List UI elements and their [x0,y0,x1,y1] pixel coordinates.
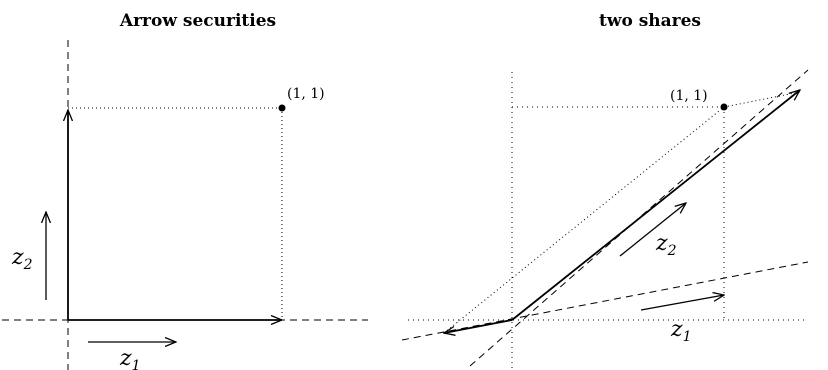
right-z1-arrow [640,295,724,311]
right-dotted-diagonal [443,106,725,334]
left-panel: Arrow securities (1, 1) z2 z1 [2,11,368,370]
right-z2-label: z2 [655,231,677,259]
right-z1-label: z1 [670,317,692,345]
left-panel-title: Arrow securities [119,11,276,31]
right-vector-share-1 [444,319,513,333]
right-dashed-line-2 [469,69,809,367]
right-point-label: (1, 1) [670,88,708,104]
right-dashed-line-1 [401,261,809,341]
left-point-1-1 [278,104,286,112]
right-vector-share-2 [511,90,800,321]
right-point-1-1 [720,103,728,111]
right-dotted-short [723,91,801,108]
left-point-label: (1, 1) [287,86,325,102]
left-z1-label: z1 [119,346,141,370]
left-z2-label: z2 [11,245,33,273]
right-panel-title: two shares [599,11,701,31]
right-z2-arrow [619,203,686,257]
right-panel: two shares (1, 1) z2 z1 [401,11,809,370]
